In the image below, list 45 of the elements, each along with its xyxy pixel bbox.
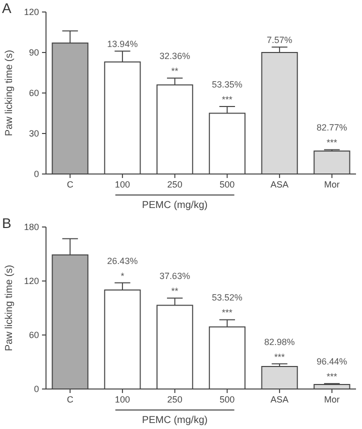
y-tick-label: 30 (28, 128, 39, 138)
x-tick-label: 250 (167, 179, 182, 190)
y-tick-label: 120 (24, 276, 39, 286)
x-tick-label: Mor (324, 179, 340, 190)
x-tick-label: Mor (324, 394, 340, 404)
x-tick-label: ASA (270, 179, 289, 190)
y-tick-label: 60 (28, 330, 39, 340)
annotation: 82.77% (316, 122, 348, 133)
x-axis-title: PEMC (mg/kg) (142, 415, 208, 426)
y-axis-title: Paw licking time (s) (4, 264, 15, 352)
y-tick-label: 0 (34, 384, 39, 394)
x-tick-label: C (66, 394, 74, 404)
y-tick-label: 90 (28, 47, 39, 58)
x-tick-label: 250 (167, 394, 182, 404)
annotation: * (120, 270, 125, 281)
annotation: *** (326, 138, 338, 148)
annotation: 96.44% (316, 356, 348, 367)
annotation: 7.57% (266, 35, 292, 46)
annotation: ** (171, 286, 179, 296)
annotation: *** (274, 352, 286, 362)
x-tick-label: 500 (220, 179, 235, 190)
annotation: 37.63% (160, 271, 190, 282)
y-axis-title: Paw licking time (s) (4, 50, 15, 136)
annotation: ** (171, 66, 179, 76)
annotation: *** (222, 94, 233, 104)
annotation: 32.36% (160, 51, 190, 62)
y-tick-label: 120 (24, 6, 39, 17)
x-tick-label: 100 (114, 394, 130, 404)
y-tick-label: 180 (24, 222, 39, 232)
annotation: 82.98% (264, 336, 295, 347)
annotation: *** (222, 308, 233, 318)
x-axis-title: PEMC (mg/kg) (142, 200, 208, 211)
y-tick-label: 0 (34, 168, 39, 179)
annotation: 13.94% (107, 39, 138, 50)
x-tick-label: 500 (220, 394, 235, 404)
annotation: 53.52% (212, 292, 242, 303)
annotation: 53.35% (212, 80, 242, 90)
x-tick-label: ASA (270, 394, 289, 404)
x-tick-label: C (66, 179, 74, 190)
chart-title: B (2, 215, 12, 231)
annotation: *** (326, 372, 338, 382)
chart-title: A (2, 0, 12, 16)
y-tick-label: 60 (28, 88, 39, 98)
x-tick-label: 100 (114, 179, 130, 190)
annotation: 26.43% (107, 256, 138, 266)
